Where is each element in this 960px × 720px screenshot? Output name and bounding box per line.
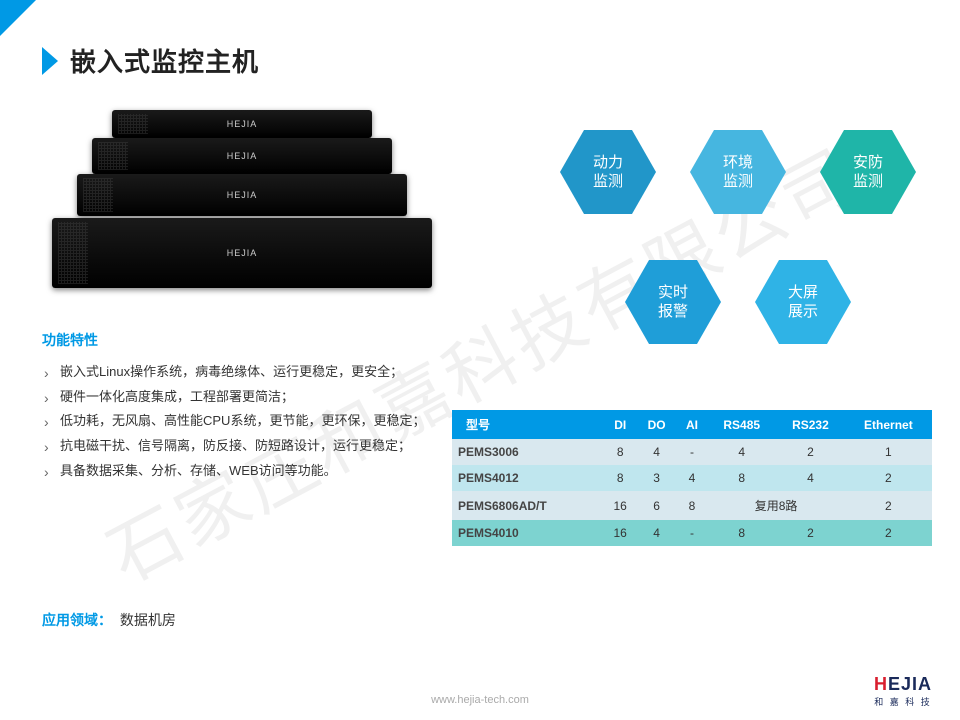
- table-cell: 2: [845, 520, 932, 546]
- table-cell: 2: [776, 439, 845, 465]
- table-cell: 6: [637, 491, 677, 520]
- table-cell: PEMS6806AD/T: [452, 491, 604, 520]
- device-unit-4: HEJIA: [52, 218, 432, 288]
- device-unit-1: HEJIA: [112, 110, 372, 138]
- product-photo: HEJIA HEJIA HEJIA HEJIA: [42, 100, 442, 300]
- device-brand: HEJIA: [227, 190, 258, 200]
- table-cell: 8: [707, 465, 776, 491]
- features-list: 嵌入式Linux操作系统，病毒绝缘体、运行更稳定，更安全；硬件一体化高度集成，工…: [42, 360, 442, 483]
- table-header: AI: [677, 410, 708, 439]
- table-cell: 4: [776, 465, 845, 491]
- feature-item: 抗电磁干扰、信号隔离，防反接、防短路设计，运行更稳定；: [42, 434, 442, 459]
- table-cell: 复用8路: [707, 491, 844, 520]
- table-header: RS485: [707, 410, 776, 439]
- device-brand: HEJIA: [227, 151, 258, 161]
- table-cell: 2: [776, 520, 845, 546]
- table-cell: -: [677, 520, 708, 546]
- table-cell: 2: [845, 491, 932, 520]
- table-cell: 8: [604, 465, 637, 491]
- device-brand: HEJIA: [227, 248, 258, 258]
- feature-item: 低功耗，无风扇、高性能CPU系统，更节能，更环保，更稳定；: [42, 409, 442, 434]
- device-unit-3: HEJIA: [77, 174, 407, 216]
- table-row: PEMS4012834842: [452, 465, 932, 491]
- application-text: 数据机房: [120, 612, 176, 628]
- table-header: 型号: [452, 410, 604, 439]
- table-cell: 4: [707, 439, 776, 465]
- title-accent-icon: [42, 47, 58, 75]
- hexagon-badge: 安防 监测: [820, 130, 916, 214]
- table-cell: 8: [677, 491, 708, 520]
- table-cell: 4: [677, 465, 708, 491]
- application-block: 应用领域： 数据机房: [42, 610, 176, 630]
- hexagon-badge: 环境 监测: [690, 130, 786, 214]
- device-unit-2: HEJIA: [92, 138, 392, 174]
- application-label: 应用领域：: [42, 612, 112, 628]
- hexagon-badge: 大屏 展示: [755, 260, 851, 344]
- feature-item: 嵌入式Linux操作系统，病毒绝缘体、运行更稳定，更安全；: [42, 360, 442, 385]
- table-cell: 16: [604, 520, 637, 546]
- table-cell: 4: [637, 439, 677, 465]
- table-cell: 3: [637, 465, 677, 491]
- footer-url: www.hejia-tech.com: [431, 694, 529, 706]
- feature-item: 具备数据采集、分析、存储、WEB访问等功能。: [42, 459, 442, 484]
- spec-table: 型号DIDOAIRS485RS232EthernetPEMS300684-421…: [452, 410, 932, 546]
- hexagon-badge: 实时 报警: [625, 260, 721, 344]
- table-cell: PEMS4010: [452, 520, 604, 546]
- features-label: 功能特性: [42, 330, 442, 350]
- table-cell: 2: [845, 465, 932, 491]
- table-header: RS232: [776, 410, 845, 439]
- corner-accent: [0, 0, 36, 36]
- hexagon-badge: 动力 监测: [560, 130, 656, 214]
- features-block: 功能特性 嵌入式Linux操作系统，病毒绝缘体、运行更稳定，更安全；硬件一体化高…: [42, 330, 442, 483]
- table-cell: 4: [637, 520, 677, 546]
- title-row: 嵌入式监控主机: [42, 42, 259, 79]
- footer-logo-sub: 和 嘉 科 技: [874, 695, 932, 708]
- table-header: DO: [637, 410, 677, 439]
- table-cell: 8: [604, 439, 637, 465]
- footer-logo: HEJIA 和 嘉 科 技: [874, 674, 932, 708]
- table-row: PEMS4010164-822: [452, 520, 932, 546]
- table-header: Ethernet: [845, 410, 932, 439]
- table-cell: PEMS3006: [452, 439, 604, 465]
- page-title: 嵌入式监控主机: [70, 42, 259, 79]
- table-row: PEMS6806AD/T1668复用8路2: [452, 491, 932, 520]
- table-cell: 1: [845, 439, 932, 465]
- footer-logo-main: HEJIA: [874, 674, 932, 695]
- feature-item: 硬件一体化高度集成，工程部署更简洁；: [42, 385, 442, 410]
- table-cell: PEMS4012: [452, 465, 604, 491]
- hexagon-group: 动力 监测环境 监测安防 监测实时 报警大屏 展示: [520, 130, 940, 390]
- table-header: DI: [604, 410, 637, 439]
- table-cell: 16: [604, 491, 637, 520]
- device-brand: HEJIA: [227, 119, 258, 129]
- table-row: PEMS300684-421: [452, 439, 932, 465]
- table-cell: -: [677, 439, 708, 465]
- table-cell: 8: [707, 520, 776, 546]
- footer-logo-text: EJIA: [888, 674, 932, 694]
